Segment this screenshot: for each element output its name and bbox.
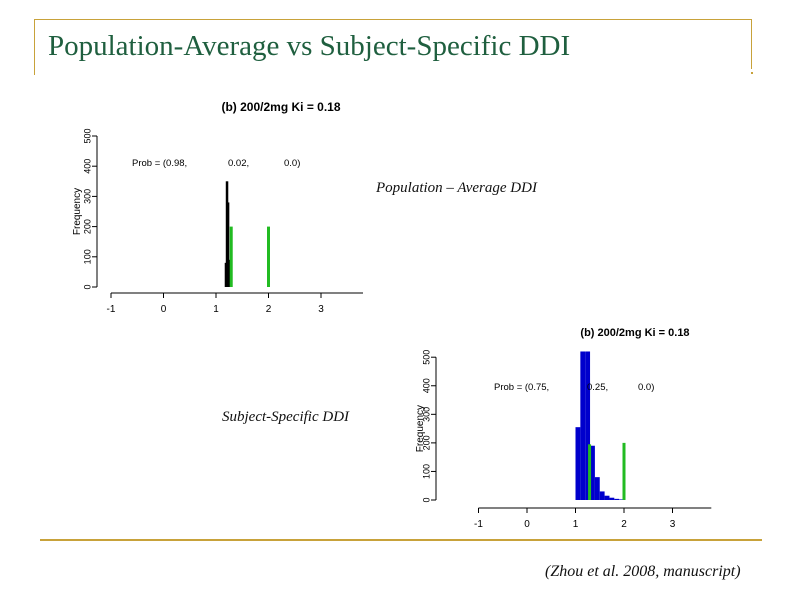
chart-title: (b) 200/2mg Ki = 0.18 [580, 327, 689, 339]
histogram-bar [227, 259, 231, 287]
x-tick-label: 3 [318, 304, 324, 315]
y-tick-label: 200 [82, 219, 92, 234]
y-tick-label: 400 [421, 378, 431, 393]
histogram-bar [575, 427, 581, 500]
footer-divider [40, 539, 762, 541]
citation: (Zhou et al. 2008, manuscript) [545, 563, 741, 580]
caption-population-average: Population – Average DDI [376, 180, 537, 196]
histogram-bar [580, 351, 586, 500]
title-frame-top [34, 19, 752, 20]
x-tick-label: 1 [573, 519, 579, 530]
annotation-end: 0.0) [284, 158, 300, 169]
x-tick-label: 1 [213, 304, 219, 315]
y-tick-label: 100 [82, 249, 92, 264]
histogram-subject-specific: (b) 200/2mg Ki = 0.18 0 100 200 300 400 500 Fre… [415, 327, 712, 530]
histogram-bar [226, 202, 230, 287]
x-tick-label: 2 [266, 304, 272, 315]
histogram-bar [590, 445, 595, 500]
histogram-population-average: (b) 200/2mg Ki = 0.18 0 100 200 300 400 500 Fre… [72, 100, 363, 315]
histogram-bar [619, 499, 624, 500]
annotation-mid: 0.25, [587, 382, 608, 393]
annotation-prefix: Prob = (0.98, [132, 158, 187, 169]
annotation-end: 0.0) [638, 382, 654, 393]
y-axis-label: Frequency [415, 405, 426, 452]
y-tick-label: 300 [421, 407, 431, 422]
caption-subject-specific: Subject-Specific DDI [222, 409, 350, 425]
chart-title: (b) 200/2mg Ki = 0.18 [221, 100, 340, 114]
x-tick-label: -1 [474, 519, 483, 530]
annotation-mid: 0.02, [228, 158, 249, 169]
x-tick-label: 0 [161, 304, 167, 315]
slide-title: Population-Average vs Subject-Specific D… [48, 30, 571, 62]
x-tick-label: -1 [107, 304, 116, 315]
y-tick-label: 500 [421, 350, 431, 365]
annotation-prefix: Prob = (0.75, [494, 382, 549, 393]
histogram-bar [609, 497, 615, 500]
histogram-bar [594, 477, 600, 500]
histogram-bar [599, 491, 605, 500]
x-tick-label: 3 [670, 519, 676, 530]
x-tick-label: 0 [524, 519, 530, 530]
title-frame-dot [751, 72, 753, 74]
y-tick-label: 0 [421, 497, 431, 502]
y-axis-label: Frequency [72, 188, 83, 235]
y-tick-label: 300 [82, 189, 92, 204]
y-tick-label: 100 [421, 464, 431, 479]
histogram-bar [604, 495, 610, 500]
histogram-bar [585, 351, 591, 500]
title-frame-left [34, 19, 35, 75]
y-tick-label: 400 [82, 159, 92, 174]
y-tick-label: 200 [421, 435, 431, 450]
y-tick-label: 500 [82, 128, 92, 143]
histogram-bar [614, 498, 620, 500]
x-tick-label: 2 [621, 519, 627, 530]
y-tick-label: 0 [82, 284, 92, 289]
title-frame-right [751, 19, 752, 69]
